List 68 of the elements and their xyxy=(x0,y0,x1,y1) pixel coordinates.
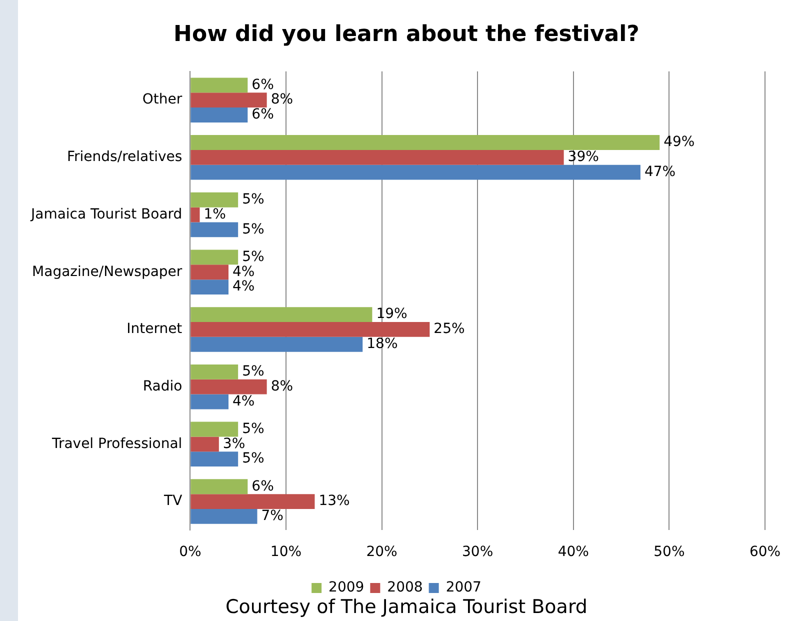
legend-label: 2007 xyxy=(446,580,482,596)
bar xyxy=(190,150,564,165)
data-label: 13% xyxy=(318,493,350,510)
bar xyxy=(190,394,228,410)
data-label: 8% xyxy=(270,378,294,394)
bar xyxy=(190,135,660,150)
data-label: 5% xyxy=(242,192,264,208)
y-tick-label: Travel Professional xyxy=(50,436,182,452)
bar xyxy=(190,364,238,380)
x-tick-label: 60% xyxy=(749,544,781,560)
data-label: 25% xyxy=(434,321,465,338)
x-tick-label: 20% xyxy=(366,544,398,560)
data-label: 47% xyxy=(644,164,676,180)
y-tick-label: Radio xyxy=(142,378,182,394)
y-tick-label: TV xyxy=(163,493,183,510)
x-tick-label: 10% xyxy=(270,544,302,560)
x-tick-label: 50% xyxy=(654,544,685,560)
data-label: 4% xyxy=(232,264,255,280)
y-tick-label: Magazine/Newspaper xyxy=(32,264,182,280)
data-label: 4% xyxy=(232,393,255,410)
bar xyxy=(190,322,430,337)
x-tick-label: 30% xyxy=(462,544,494,560)
bar xyxy=(190,508,258,524)
data-label: 4% xyxy=(232,278,255,295)
text: Courtesy of The Jamaica Tourist Board xyxy=(224,596,588,618)
y-tick-label: Jamaica Tourist Board xyxy=(30,206,182,222)
data-label: 49% xyxy=(664,134,695,150)
bar xyxy=(190,92,267,108)
legend-label: 2009 xyxy=(328,580,364,596)
data-label: 39% xyxy=(568,149,599,166)
bar xyxy=(190,479,248,494)
data-label: 7% xyxy=(261,508,284,524)
y-tick-label: Friends/relatives xyxy=(67,149,182,166)
bar xyxy=(190,264,228,280)
bar xyxy=(190,436,219,452)
bar xyxy=(190,78,248,93)
data-label: 5% xyxy=(242,450,264,467)
data-label: 5% xyxy=(242,364,264,380)
legend-label: 2008 xyxy=(387,580,423,596)
data-label: 6% xyxy=(252,76,274,93)
bar xyxy=(190,280,228,294)
bar xyxy=(190,494,315,509)
data-label: 5% xyxy=(242,248,264,265)
data-label: 18% xyxy=(366,336,398,352)
bar xyxy=(190,164,640,180)
x-tick-label: 0% xyxy=(179,544,202,560)
bar xyxy=(190,336,363,352)
bar xyxy=(190,222,238,238)
data-label: 5% xyxy=(242,420,264,437)
bar xyxy=(190,379,267,394)
bar xyxy=(190,207,200,222)
y-tick-label: Internet xyxy=(126,321,183,338)
y-tick-label: Other xyxy=(142,92,182,108)
data-label: 3% xyxy=(222,436,246,452)
x-tick-label: 40% xyxy=(558,544,589,560)
bar xyxy=(190,108,248,122)
bar xyxy=(190,192,238,208)
data-label: 1% xyxy=(204,206,226,222)
bar xyxy=(190,422,238,437)
bar xyxy=(190,250,238,265)
bar xyxy=(190,307,372,322)
data-label: 6% xyxy=(252,106,274,123)
data-label: 5% xyxy=(242,221,264,238)
chart-title: How did you learn about the festival? xyxy=(172,22,640,47)
bar xyxy=(190,452,238,467)
data-label: 8% xyxy=(270,92,294,108)
data-label: 19% xyxy=(376,306,408,322)
data-label: 6% xyxy=(252,478,274,494)
